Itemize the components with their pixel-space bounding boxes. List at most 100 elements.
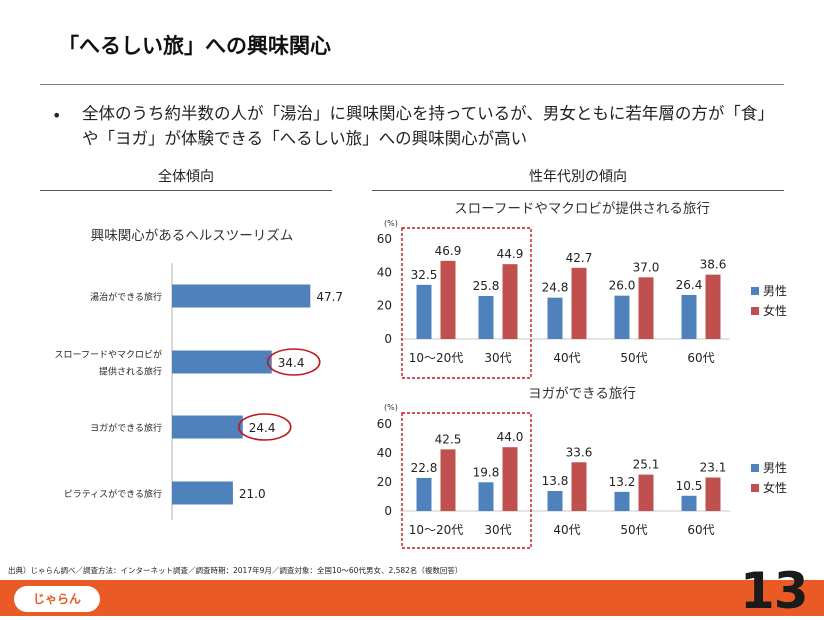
female-bar [638, 474, 654, 511]
segment-chart-title: スローフードやマクロビが提供される旅行 [454, 201, 710, 217]
female-bar [571, 462, 587, 511]
female-bar [440, 449, 456, 511]
page-title: 「へるしい旅」への興味関心 [58, 34, 331, 58]
title-divider [40, 84, 784, 85]
overall-bar [172, 481, 233, 505]
overall-chart-title: 興味関心があるヘルスツーリズム [91, 228, 294, 244]
bar-value-label: 23.1 [700, 461, 727, 475]
overall-category-label: ヨガができる旅行 [90, 422, 162, 434]
bar-value-label: 13.2 [609, 475, 636, 489]
bar-value-label: 25.8 [473, 279, 500, 293]
highlight-circle [266, 348, 321, 376]
overall-bar-value: 34.4 [278, 356, 305, 370]
x-category-label: 40代 [553, 523, 580, 537]
y-tick-label: 60 [377, 232, 392, 246]
x-category-label: 60代 [687, 351, 714, 365]
bar-value-label: 22.8 [411, 461, 438, 475]
segment-chart-title: ヨガができる旅行 [528, 386, 636, 402]
jalan-logo: じゃらん [14, 586, 100, 612]
overall-category-label: スローフードやマクロビが [55, 349, 162, 361]
bar-value-label: 42.5 [435, 432, 462, 446]
bullet-icon: • [52, 106, 62, 125]
bar-value-label: 19.8 [473, 465, 500, 479]
bar-value-label: 26.4 [676, 278, 703, 292]
x-category-label: 30代 [484, 523, 511, 537]
female-bar [705, 477, 721, 511]
demographic-trend-divider [372, 190, 784, 191]
y-tick-label: 60 [377, 417, 392, 431]
male-bar [416, 284, 432, 339]
overall-category-label: 提供される旅行 [99, 366, 162, 378]
bar-value-label: 10.5 [676, 479, 703, 493]
overall-bar-value: 21.0 [239, 487, 266, 501]
y-tick-label: 40 [377, 265, 392, 279]
legend-swatch-female [751, 484, 759, 492]
bar-value-label: 42.7 [566, 251, 593, 265]
male-bar [547, 297, 563, 339]
y-tick-label: 40 [377, 446, 392, 460]
legend-label: 男性 [763, 284, 787, 298]
legend-swatch-male [751, 464, 759, 472]
bar-value-label: 46.9 [435, 244, 462, 258]
male-bar [478, 482, 494, 511]
bar-value-label: 33.6 [566, 445, 593, 459]
male-bar [614, 491, 630, 511]
male-bar [681, 495, 697, 511]
female-bar [705, 274, 721, 339]
x-category-label: 40代 [553, 351, 580, 365]
male-bar [547, 490, 563, 511]
y-axis-unit: (%) [384, 403, 398, 412]
female-bar [502, 264, 518, 339]
highlight-box [401, 412, 532, 549]
bar-value-label: 26.0 [609, 279, 636, 293]
overall-bar [172, 284, 311, 308]
x-category-label: 10～20代 [409, 523, 464, 537]
x-category-label: 60代 [687, 523, 714, 537]
overall-bar-value: 47.7 [316, 290, 343, 304]
female-bar [502, 447, 518, 511]
legend-swatch-female [751, 307, 759, 315]
legend-label: 男性 [763, 461, 787, 475]
summary-text: 全体のうち約半数の人が「湯治」に興味関心を持っているが、男女ともに若年層の方が「… [82, 104, 774, 148]
overall-trend-divider [40, 190, 332, 191]
male-bar [416, 477, 432, 511]
bar-value-label: 44.9 [497, 247, 524, 261]
male-bar [478, 296, 494, 339]
female-bar [571, 267, 587, 339]
female-bar [638, 277, 654, 339]
highlight-circle [237, 413, 292, 441]
overall-bar [172, 350, 272, 374]
bar-value-label: 44.0 [497, 430, 524, 444]
legend-label: 女性 [763, 480, 787, 495]
male-bar [614, 295, 630, 339]
overall-category-label: 湯治ができる旅行 [90, 291, 162, 303]
overall-category-label: ピラティスができる旅行 [64, 488, 162, 500]
female-bar [440, 260, 456, 339]
page-number: 13 [740, 562, 809, 620]
y-tick-label: 20 [377, 299, 392, 313]
bar-value-label: 24.8 [542, 281, 569, 295]
x-category-label: 10～20代 [409, 351, 464, 365]
overall-bar-value: 24.4 [249, 421, 276, 435]
highlight-box [401, 227, 532, 379]
bar-value-label: 32.5 [411, 268, 438, 282]
demographic-trend-heading: 性年代別の傾向 [529, 169, 627, 185]
legend-label: 女性 [763, 303, 787, 318]
y-tick-label: 0 [384, 332, 392, 346]
legend-swatch-male [751, 287, 759, 295]
x-category-label: 50代 [620, 523, 647, 537]
x-category-label: 30代 [484, 351, 511, 365]
source-note: 出典）じゃらん調べ／調査方法：インターネット調査／調査時期：2017年9月／調査… [8, 566, 463, 575]
y-tick-label: 20 [377, 475, 392, 489]
male-bar [681, 295, 697, 339]
bar-value-label: 13.8 [542, 474, 569, 488]
overall-trend-heading: 全体傾向 [158, 169, 214, 185]
overall-bar [172, 415, 243, 439]
bar-value-label: 38.6 [700, 258, 727, 272]
footer-bar [0, 580, 824, 616]
bar-value-label: 25.1 [633, 458, 660, 472]
bar-value-label: 37.0 [633, 260, 660, 274]
y-tick-label: 0 [384, 504, 392, 518]
x-category-label: 50代 [620, 351, 647, 365]
